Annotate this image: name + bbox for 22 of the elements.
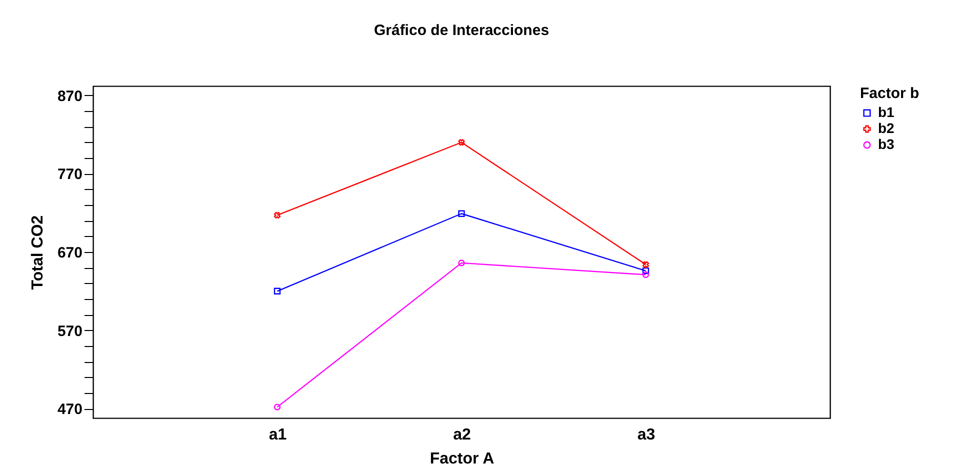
- legend-label: b1: [878, 104, 895, 120]
- y-tick-label: 870: [57, 88, 82, 105]
- y-tick-label: 570: [57, 322, 82, 340]
- legend-title: Factor b: [860, 85, 920, 102]
- y-tick-label: 470: [57, 401, 82, 418]
- x-axis-title: Factor A: [430, 450, 495, 468]
- point: [274, 288, 281, 294]
- point: [458, 260, 465, 266]
- point: [458, 210, 465, 217]
- point: [458, 139, 465, 146]
- chart-title: Gráfico de Interacciones: [374, 22, 550, 39]
- y-axis-title: Total CO2: [29, 215, 46, 290]
- legend-label: b2: [878, 120, 895, 136]
- x-tick-label: a2: [453, 426, 471, 444]
- point: [642, 267, 650, 274]
- legend-label: b3: [878, 136, 895, 152]
- y-tick-label: 770: [57, 166, 82, 184]
- point: [274, 212, 281, 219]
- x-tick-label: a1: [268, 426, 287, 444]
- x-tick-label: a3: [637, 426, 656, 444]
- point: [642, 261, 650, 268]
- y-tick-label: 670: [57, 244, 82, 262]
